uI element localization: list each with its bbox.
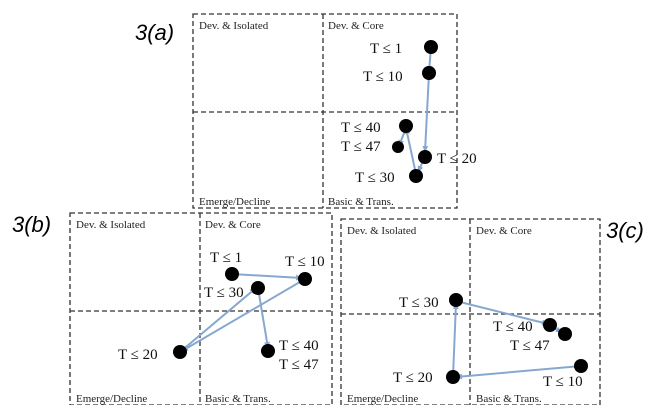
panel-a-frame [192, 13, 458, 209]
panel-c-segment-30-40 [455, 300, 549, 326]
panel-b-frame [69, 212, 333, 405]
panel-b-point-t40 [261, 344, 275, 358]
panel-c-point-t10 [574, 359, 588, 373]
panel-a: 3(a) Dev. & Isolated Dev. & Core Emerge/… [135, 13, 477, 209]
panel-c-segment-20-30 [452, 302, 459, 378]
panel-b-label-t10: T ≤ 10 [285, 254, 325, 270]
panel-b-label-t1: T ≤ 1 [210, 250, 242, 266]
panel-b-point-t1 [225, 267, 239, 281]
panel-a-label-t47: T ≤ 47 [341, 139, 381, 155]
panel-c-quadrant-basic-trans: Basic & Trans. [476, 393, 542, 405]
panel-b-label: 3(b) [12, 212, 51, 237]
panel-a-label-t10: T ≤ 10 [363, 69, 403, 85]
panel-a-label-t40: T ≤ 40 [341, 120, 381, 136]
panel-a-quadrant-dev-isolated: Dev. & Isolated [199, 20, 269, 32]
panel-c-label-t20: T ≤ 20 [393, 370, 433, 386]
panel-b-quadrant-dev-isolated: Dev. & Isolated [76, 219, 146, 231]
panel-c-quadrant-dev-core: Dev. & Core [476, 225, 532, 237]
panel-a-point-t30 [409, 169, 423, 183]
panel-c-point-t40 [543, 318, 557, 332]
panel-c-point-t20 [446, 370, 460, 384]
panel-b-point-t10 [298, 272, 312, 286]
panel-a-point-t40 [399, 119, 413, 133]
panel-c-label: 3(c) [606, 218, 644, 243]
panel-b-label-t30: T ≤ 30 [204, 285, 244, 301]
panel-b-segment-10-20 [181, 278, 306, 352]
panel-a-label: 3(a) [135, 20, 174, 45]
panel-a-point-t47 [392, 141, 404, 153]
panel-c-segment-10-20 [455, 365, 582, 380]
panel-b-label-t40: T ≤ 40 [279, 338, 319, 354]
panel-c-label-t47: T ≤ 47 [510, 338, 550, 354]
panel-c-label-t40: T ≤ 40 [493, 319, 533, 335]
panel-c-quadrant-emerge-decline: Emerge/Decline [347, 393, 418, 405]
panel-a-quadrant-dev-core: Dev. & Core [328, 20, 384, 32]
panel-a-label-t20: T ≤ 20 [437, 151, 477, 167]
panel-b: 3(b) Dev. & Isolated Dev. & Core Emerge/… [12, 212, 333, 405]
panel-a-point-t10 [422, 66, 436, 80]
panel-a-point-t20 [418, 150, 432, 164]
panel-a-label-t1: T ≤ 1 [370, 41, 402, 57]
panel-b-point-t20 [173, 345, 187, 359]
panel-c: 3(c) Dev. & Isolated Dev. & Core Emerge/… [340, 218, 644, 405]
panel-b-segment-30-40 [257, 287, 270, 349]
panel-c-point-t47 [558, 327, 572, 341]
panel-a-quadrant-emerge-decline: Emerge/Decline [199, 196, 270, 208]
panel-a-label-t30: T ≤ 30 [355, 170, 395, 186]
panel-c-point-t30 [449, 293, 463, 307]
panel-c-label-t30: T ≤ 30 [399, 295, 439, 311]
panel-b-point-t30 [251, 281, 265, 295]
panel-b-segment-20-30 [179, 287, 257, 353]
panel-b-quadrant-dev-core: Dev. & Core [205, 219, 261, 231]
panel-b-label-t47: T ≤ 47 [279, 357, 319, 373]
panel-a-point-t1 [424, 40, 438, 54]
panel-b-quadrant-basic-trans: Basic & Trans. [205, 393, 271, 405]
panel-c-quadrant-dev-isolated: Dev. & Isolated [347, 225, 417, 237]
panel-a-quadrant-basic-trans: Basic & Trans. [328, 196, 394, 208]
panel-b-label-t20: T ≤ 20 [118, 347, 158, 363]
panel-a-segment-10-20 [422, 72, 430, 153]
panel-c-label-t10: T ≤ 10 [543, 374, 583, 390]
panel-b-quadrant-emerge-decline: Emerge/Decline [76, 393, 147, 405]
panel-b-segment-1-10 [231, 273, 303, 281]
panel-a-segment-30-40 [404, 127, 417, 175]
